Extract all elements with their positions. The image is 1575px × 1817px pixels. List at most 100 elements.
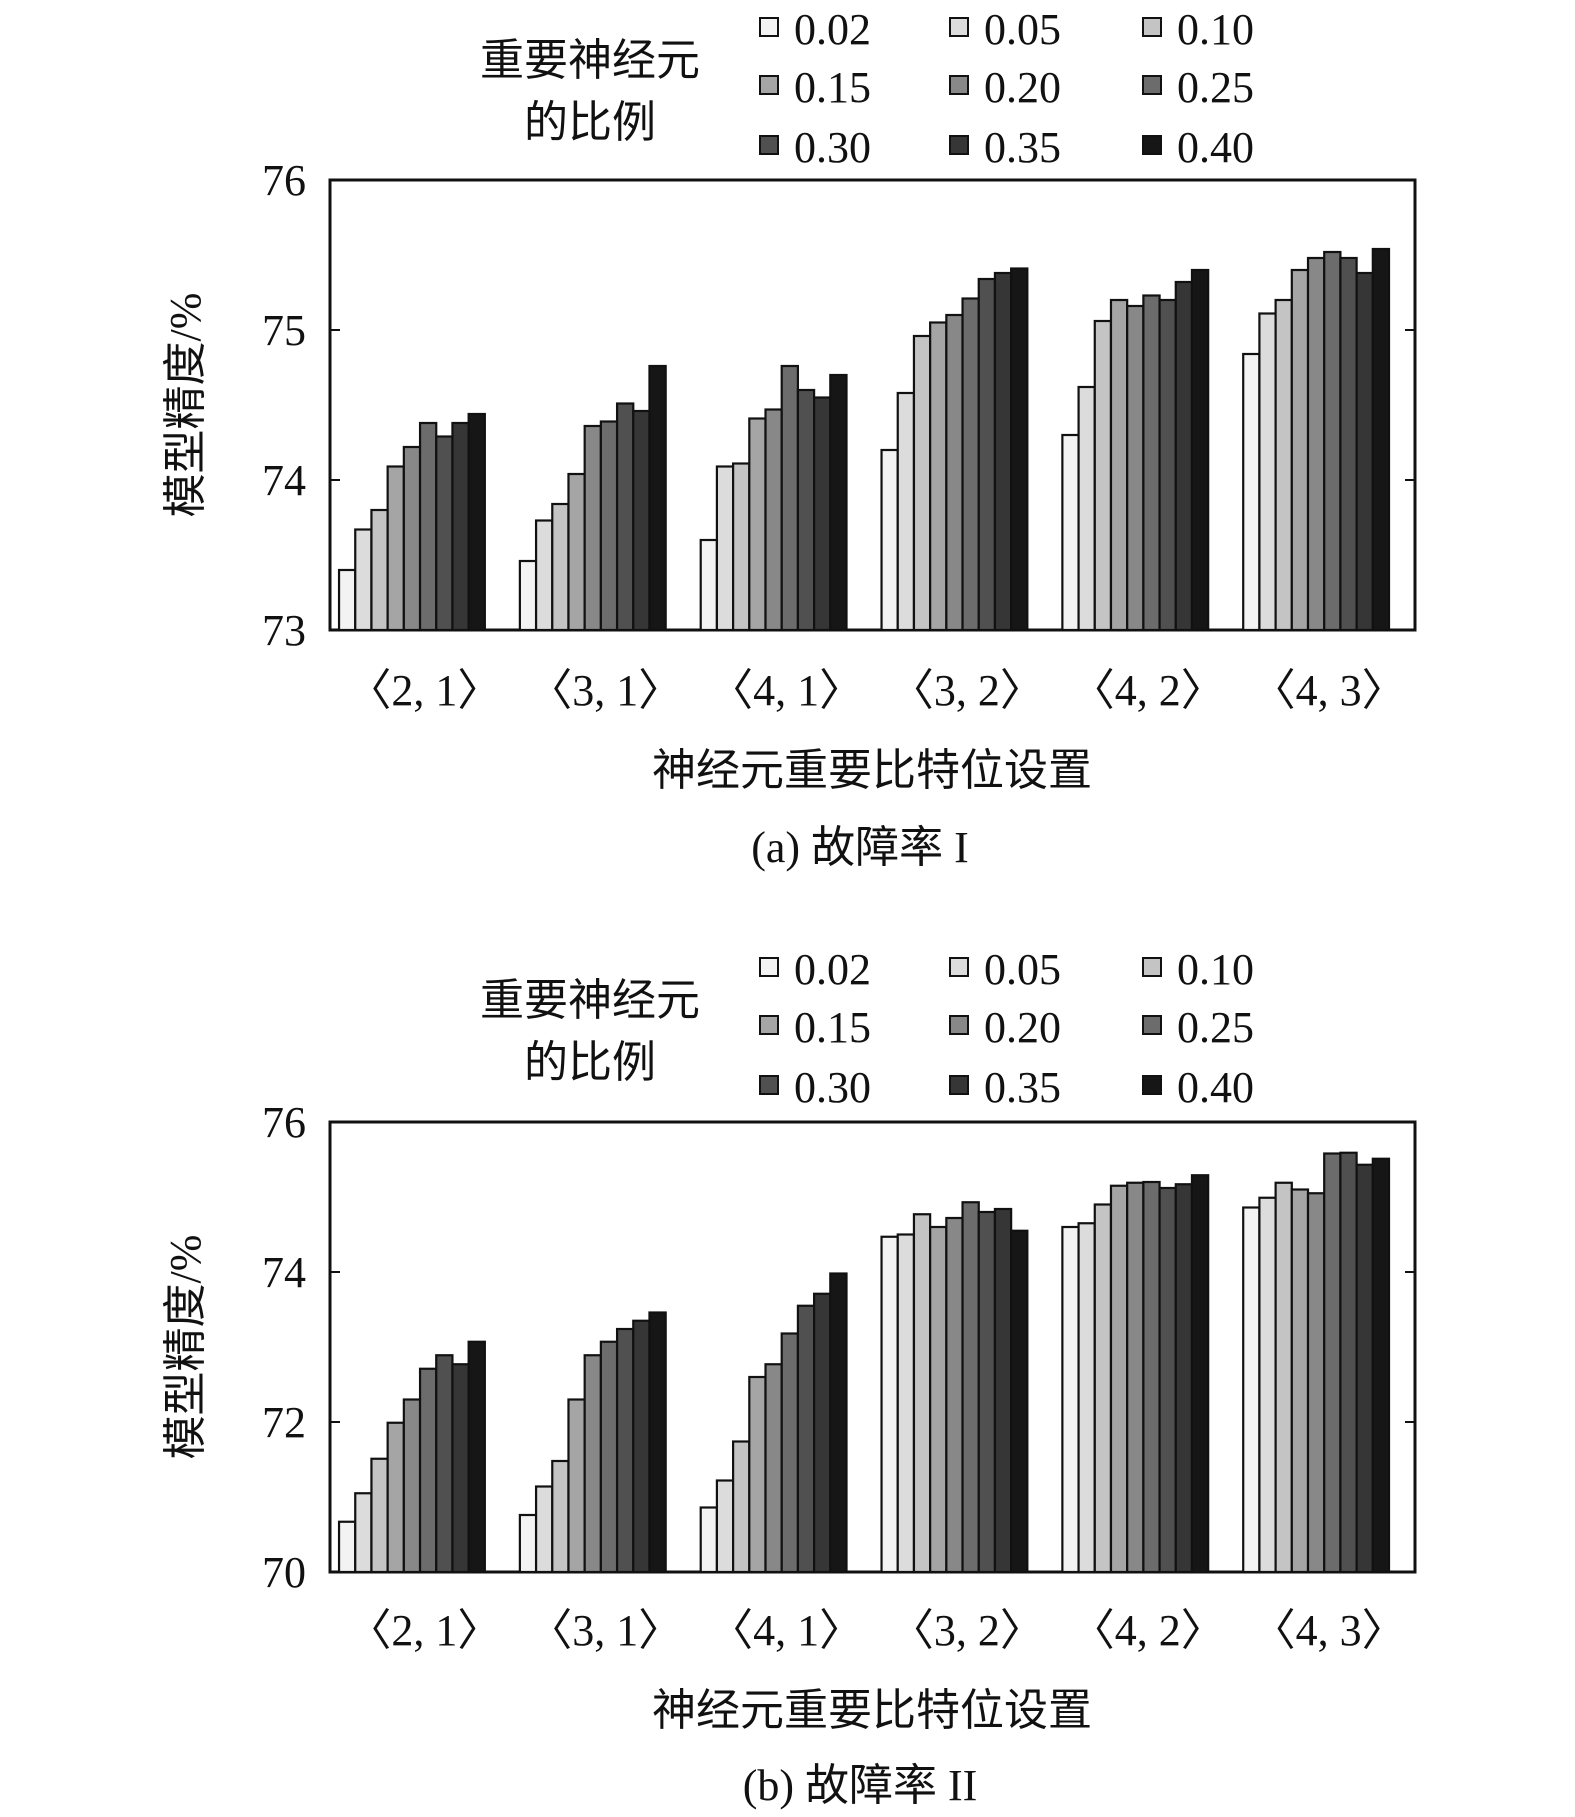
bar-1-0.35 [632,1319,651,1574]
legend-label: 0.20 [984,63,1061,112]
bar-4-0.35 [1174,280,1194,632]
legend-label: 0.40 [1177,1063,1254,1112]
bar-1-0.40 [648,364,667,632]
legend-label: 0.05 [984,5,1061,54]
legend-label: 0.02 [794,945,871,994]
bar-2-0.35 [813,1292,832,1574]
legend-swatch [1142,75,1162,95]
legend-swatch [949,1015,969,1035]
legend-swatch [949,1075,969,1095]
x-category-label: 〈2, 1〉 [347,666,501,715]
legend-swatch [1142,1075,1162,1095]
y-axis-label: 模型精度/% [161,293,210,518]
x-category-label: 〈3, 2〉 [890,1606,1044,1655]
bar-4-0.02 [1061,433,1080,632]
x-category-label: 〈4, 2〉 [1071,1606,1225,1655]
bar-4-0.02 [1061,1225,1080,1574]
bar-1-0.30 [615,1327,635,1574]
x-category-label: 〈4, 2〉 [1071,666,1225,715]
bar-4-0.10 [1093,319,1113,632]
x-category-label: 〈4, 1〉 [709,1606,863,1655]
bar-1-0.10 [551,502,570,632]
bar-0-0.25 [418,421,438,632]
x-category-label: 〈2, 1〉 [347,1606,501,1655]
legend-title: 重要神经元 [480,976,700,1025]
x-category-label: 〈3, 1〉 [528,666,682,715]
legend-label: 0.30 [794,123,871,172]
bar-2-0.15 [748,417,767,632]
bar-3-0.05 [896,1233,916,1574]
bar-5-0.05 [1258,312,1277,632]
bar-5-0.35 [1355,1163,1374,1574]
bar-1-0.20 [583,1354,602,1574]
bar-3-0.02 [880,448,899,632]
legend-label: 0.35 [984,1063,1061,1112]
y-tick-label: 72 [262,1398,306,1447]
panel-caption: (a) 故障率 I [751,823,969,872]
legend-label: 0.15 [794,63,871,112]
bar-2-0.02 [699,1506,719,1574]
legend-swatch [759,75,779,95]
bar-2-0.05 [715,1479,735,1574]
bar-4-0.15 [1109,1184,1129,1574]
bar-1-0.05 [534,1485,554,1574]
bar-3-0.10 [912,1213,932,1574]
bar-0-0.15 [386,465,405,632]
bar-5-0.25 [1323,250,1342,632]
bar-4-0.15 [1109,298,1129,632]
legend-title: 的比例 [524,1038,656,1087]
bar-3-0.40 [1010,1229,1029,1574]
bar-2-0.02 [699,538,719,632]
bar-5-0.30 [1339,256,1358,632]
legend-swatch [759,957,779,977]
bar-5-0.20 [1306,256,1326,632]
bar-3-0.35 [993,1207,1013,1574]
legend-swatch [1142,957,1162,977]
bar-4-0.30 [1158,1186,1177,1574]
bar-1-0.10 [551,1459,570,1574]
bar-0-0.02 [337,1520,357,1574]
bar-4-0.20 [1126,1181,1145,1574]
legend-title: 的比例 [524,98,656,147]
legend-swatch [759,1015,779,1035]
legend-swatch [949,957,969,977]
bar-0-0.15 [386,1421,405,1574]
legend-label: 0.15 [794,1003,871,1052]
bar-2-0.20 [764,408,783,632]
bar-5-0.02 [1242,352,1261,632]
legend-label: 0.25 [1177,63,1254,112]
legend-label: 0.30 [794,1063,871,1112]
bar-2-0.25 [780,1332,800,1574]
y-tick-label: 73 [262,606,306,655]
y-tick-label: 74 [262,456,306,505]
bar-1-0.02 [518,559,538,632]
bar-0-0.20 [402,445,422,632]
x-category-label: 〈4, 3〉 [1252,666,1406,715]
bar-2-0.35 [813,396,832,632]
bar-5-0.20 [1306,1192,1326,1574]
bar-5-0.15 [1290,1188,1310,1574]
bar-2-0.30 [796,388,816,632]
bar-3-0.35 [993,271,1013,632]
x-category-label: 〈4, 1〉 [709,666,863,715]
bar-3-0.15 [929,1225,948,1574]
bar-2-0.20 [764,1363,783,1574]
bar-4-0.30 [1158,298,1177,632]
legend-swatch [759,1075,779,1095]
bar-3-0.15 [929,321,948,632]
bar-3-0.20 [945,1216,964,1574]
bar-0-0.25 [418,1367,438,1574]
bar-0-0.35 [451,1363,470,1574]
bar-2-0.10 [732,1440,751,1574]
bar-1-0.35 [632,409,651,632]
legend-swatch [1142,1015,1162,1035]
bar-0-0.10 [370,508,389,632]
legend-label: 0.25 [1177,1003,1254,1052]
legend-label: 0.10 [1177,945,1254,994]
bar-1-0.40 [648,1311,667,1574]
bar-2-0.40 [829,1272,848,1574]
x-category-label: 〈4, 3〉 [1252,1606,1406,1655]
bar-2-0.05 [715,465,735,632]
